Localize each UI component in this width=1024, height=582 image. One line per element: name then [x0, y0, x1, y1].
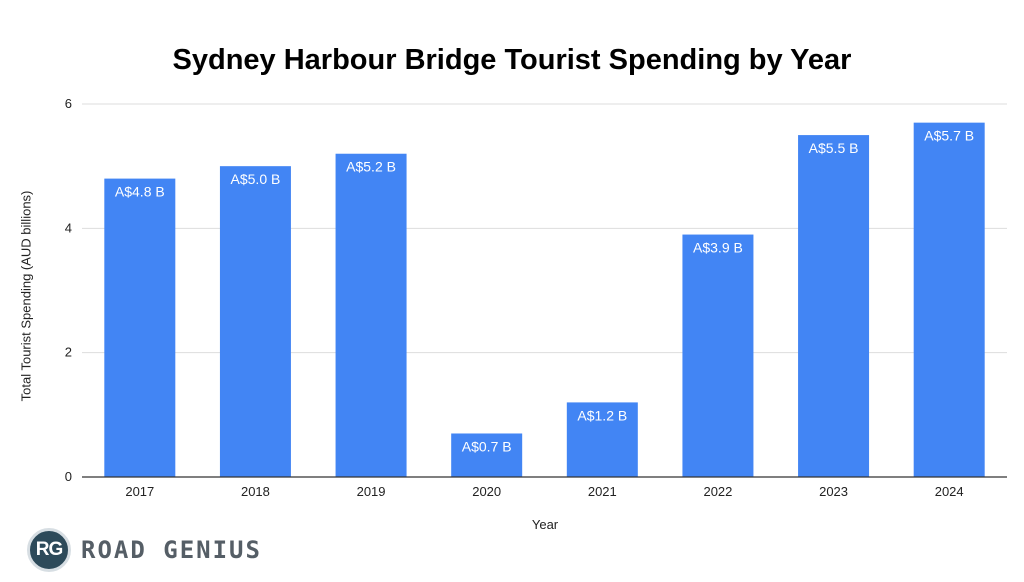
data-label-2018: A$5.0 B — [231, 171, 281, 187]
x-tick-label-2017: 2017 — [125, 484, 154, 499]
x-tick-label-2022: 2022 — [703, 484, 732, 499]
bar-2018 — [219, 166, 291, 477]
bar-2024 — [913, 122, 985, 478]
data-label-2017: A$4.8 B — [115, 184, 165, 200]
x-tick-label-2019: 2019 — [357, 484, 386, 499]
axes: 0 2 4 6 2017 2018 2019 2020 2021 2022 2023 2024 — [65, 96, 1007, 499]
data-labels: A$4.8 B A$5.0 B A$5.2 B A$0.7 B A$1.2 B A$3.9… — [115, 128, 974, 455]
x-axis-label: Year — [531, 517, 559, 532]
y-tick-label: 0 — [65, 469, 72, 484]
x-tick-label-2024: 2024 — [935, 484, 964, 499]
x-tick-label-2023: 2023 — [819, 484, 848, 499]
bar-2023 — [798, 135, 870, 478]
data-label-2022: A$3.9 B — [693, 240, 743, 256]
chart-title: Sydney Harbour Bridge Tourist Spending b… — [172, 44, 852, 76]
bar-2017 — [104, 178, 176, 477]
x-tick-label-2020: 2020 — [472, 484, 501, 499]
bar-2021 — [566, 402, 638, 477]
data-label-2023: A$5.5 B — [809, 140, 859, 156]
logo-name: ROAD GENIUS — [81, 536, 262, 564]
x-tick-label-2018: 2018 — [241, 484, 270, 499]
data-label-2020: A$0.7 B — [462, 438, 512, 454]
logo-badge-icon: RG — [27, 528, 71, 572]
y-tick-label: 4 — [65, 220, 72, 235]
bar-2022 — [682, 234, 754, 477]
data-label-2019: A$5.2 B — [346, 159, 396, 175]
x-tick-label-2021: 2021 — [588, 484, 617, 499]
data-label-2024: A$5.7 B — [924, 128, 974, 144]
y-tick-label: 2 — [65, 345, 72, 360]
data-label-2021: A$1.2 B — [577, 407, 627, 423]
bar-2019 — [335, 153, 407, 477]
bar-2020 — [451, 433, 523, 477]
y-tick-label: 6 — [65, 96, 72, 111]
road-genius-logo: RG ROAD GENIUS — [27, 528, 262, 572]
bars — [104, 122, 985, 478]
